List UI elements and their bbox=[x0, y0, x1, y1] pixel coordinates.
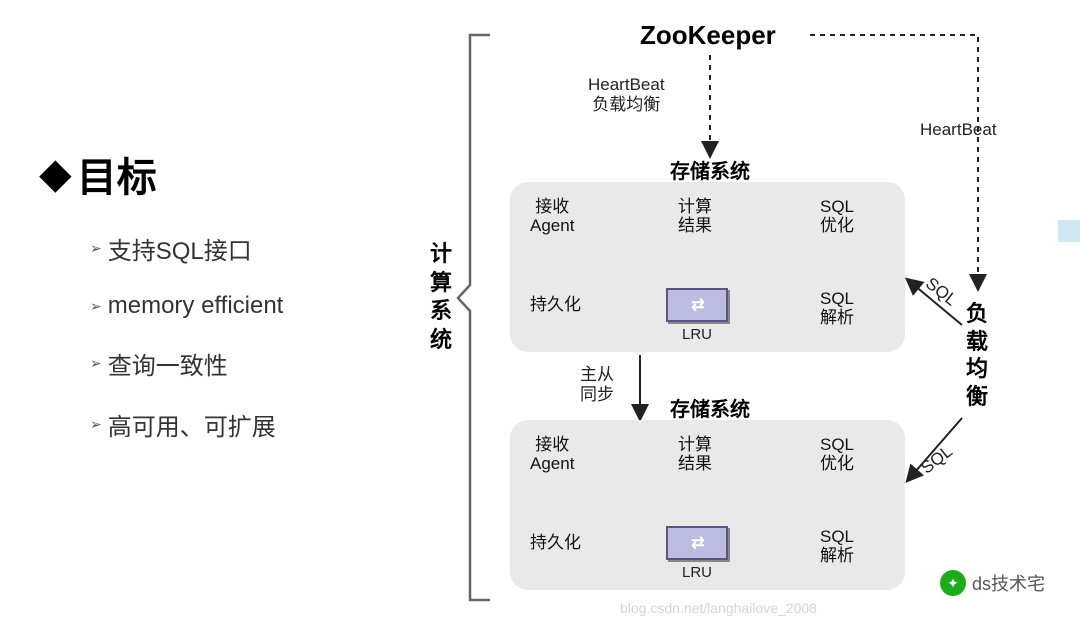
storage-title-1: 存储系统 bbox=[640, 155, 780, 184]
diamond-icon: ◆ bbox=[40, 151, 71, 197]
goals-section: ◆ 目标 ➢ 支持SQL接口 ➢ memory efficient ➢ 查询一致性 ➢… bbox=[40, 145, 283, 442]
ds-badge: ✦ ds技术宅 bbox=[940, 570, 1045, 596]
node-calc-2: 计算 结果 bbox=[678, 436, 712, 473]
chevron-icon: ➢ bbox=[90, 298, 102, 315]
node-recv-1: 接收 Agent bbox=[530, 198, 574, 235]
goals-title-row: ◆ 目标 bbox=[40, 145, 283, 203]
edge-master-slave: 主从 同步 bbox=[580, 365, 614, 404]
node-sqlopt-2: SQL 优化 bbox=[820, 436, 854, 473]
storage-title-2: 存储系统 bbox=[640, 393, 780, 422]
lru-label-2: LRU bbox=[682, 564, 712, 581]
goal-text: 查询一致性 bbox=[108, 346, 228, 381]
zookeeper-label: ZooKeeper bbox=[640, 20, 776, 51]
side-marker bbox=[1058, 220, 1080, 242]
edge-heartbeat: HeartBeat bbox=[920, 120, 997, 140]
loadbalance-label: 负载均衡 bbox=[966, 300, 988, 410]
goal-item: ➢ memory efficient bbox=[90, 292, 283, 320]
bracket-label: 计算系统 bbox=[430, 240, 452, 354]
edge-sql-1: SQL bbox=[921, 274, 960, 311]
goal-text: 高可用、可扩展 bbox=[108, 407, 276, 442]
chevron-icon: ➢ bbox=[90, 355, 102, 372]
edge-heartbeat-lb: HeartBeat 负载均衡 bbox=[588, 75, 665, 114]
ds-text: ds技术宅 bbox=[972, 570, 1045, 596]
lru-cube-1: ⇄ bbox=[666, 288, 728, 322]
goals-title: 目标 bbox=[77, 145, 157, 203]
node-calc-1: 计算 结果 bbox=[678, 198, 712, 235]
node-sqlopt-1: SQL 优化 bbox=[820, 198, 854, 235]
swap-icon: ⇄ bbox=[691, 295, 702, 315]
chevron-icon: ➢ bbox=[90, 416, 102, 433]
wechat-icon: ✦ bbox=[940, 570, 966, 596]
chevron-icon: ➢ bbox=[90, 240, 102, 257]
lru-cube-2: ⇄ bbox=[666, 526, 728, 560]
node-recv-2: 接收 Agent bbox=[530, 436, 574, 473]
goal-text: memory efficient bbox=[108, 292, 284, 320]
node-sqlparse-2: SQL 解析 bbox=[820, 528, 854, 565]
edge-sql-2: SQL bbox=[917, 442, 956, 479]
goal-item: ➢ 查询一致性 bbox=[90, 346, 283, 381]
goal-text: 支持SQL接口 bbox=[108, 231, 252, 266]
node-sqlparse-1: SQL 解析 bbox=[820, 290, 854, 327]
goal-item: ➢ 支持SQL接口 bbox=[90, 231, 283, 266]
lru-label-1: LRU bbox=[682, 326, 712, 343]
node-persist-2: 持久化 bbox=[530, 534, 581, 553]
watermark: blog.csdn.net/langhailove_2008 bbox=[620, 600, 817, 616]
node-persist-1: 持久化 bbox=[530, 296, 581, 315]
goal-item: ➢ 高可用、可扩展 bbox=[90, 407, 283, 442]
swap-icon: ⇄ bbox=[691, 533, 702, 553]
